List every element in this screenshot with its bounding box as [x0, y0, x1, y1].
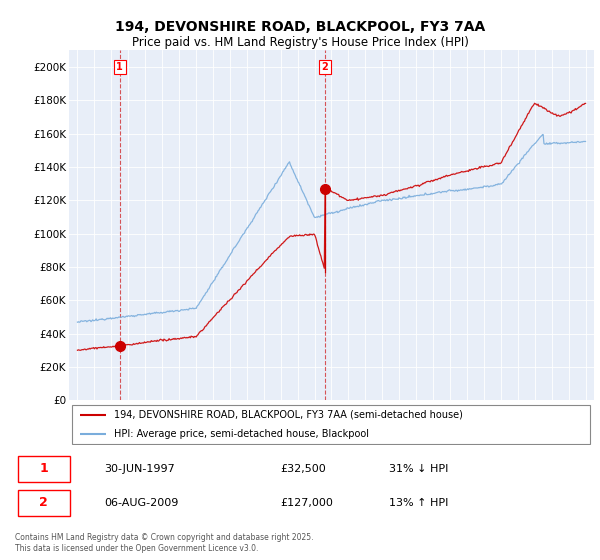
Text: £32,500: £32,500 — [280, 464, 326, 474]
FancyBboxPatch shape — [18, 456, 70, 482]
FancyBboxPatch shape — [71, 405, 590, 444]
Text: 2: 2 — [322, 62, 328, 72]
Text: 13% ↑ HPI: 13% ↑ HPI — [389, 498, 449, 507]
Text: 194, DEVONSHIRE ROAD, BLACKPOOL, FY3 7AA: 194, DEVONSHIRE ROAD, BLACKPOOL, FY3 7AA — [115, 20, 485, 34]
Text: 06-AUG-2009: 06-AUG-2009 — [104, 498, 179, 507]
Text: 1: 1 — [40, 463, 48, 475]
Text: Contains HM Land Registry data © Crown copyright and database right 2025.
This d: Contains HM Land Registry data © Crown c… — [15, 533, 314, 553]
Text: 194, DEVONSHIRE ROAD, BLACKPOOL, FY3 7AA (semi-detached house): 194, DEVONSHIRE ROAD, BLACKPOOL, FY3 7AA… — [113, 409, 463, 419]
Text: 1: 1 — [116, 62, 123, 72]
FancyBboxPatch shape — [18, 489, 70, 516]
Text: £127,000: £127,000 — [280, 498, 333, 507]
Text: 2: 2 — [40, 496, 48, 509]
Text: 31% ↓ HPI: 31% ↓ HPI — [389, 464, 449, 474]
Text: Price paid vs. HM Land Registry's House Price Index (HPI): Price paid vs. HM Land Registry's House … — [131, 36, 469, 49]
Text: 30-JUN-1997: 30-JUN-1997 — [104, 464, 175, 474]
Text: HPI: Average price, semi-detached house, Blackpool: HPI: Average price, semi-detached house,… — [113, 429, 368, 439]
